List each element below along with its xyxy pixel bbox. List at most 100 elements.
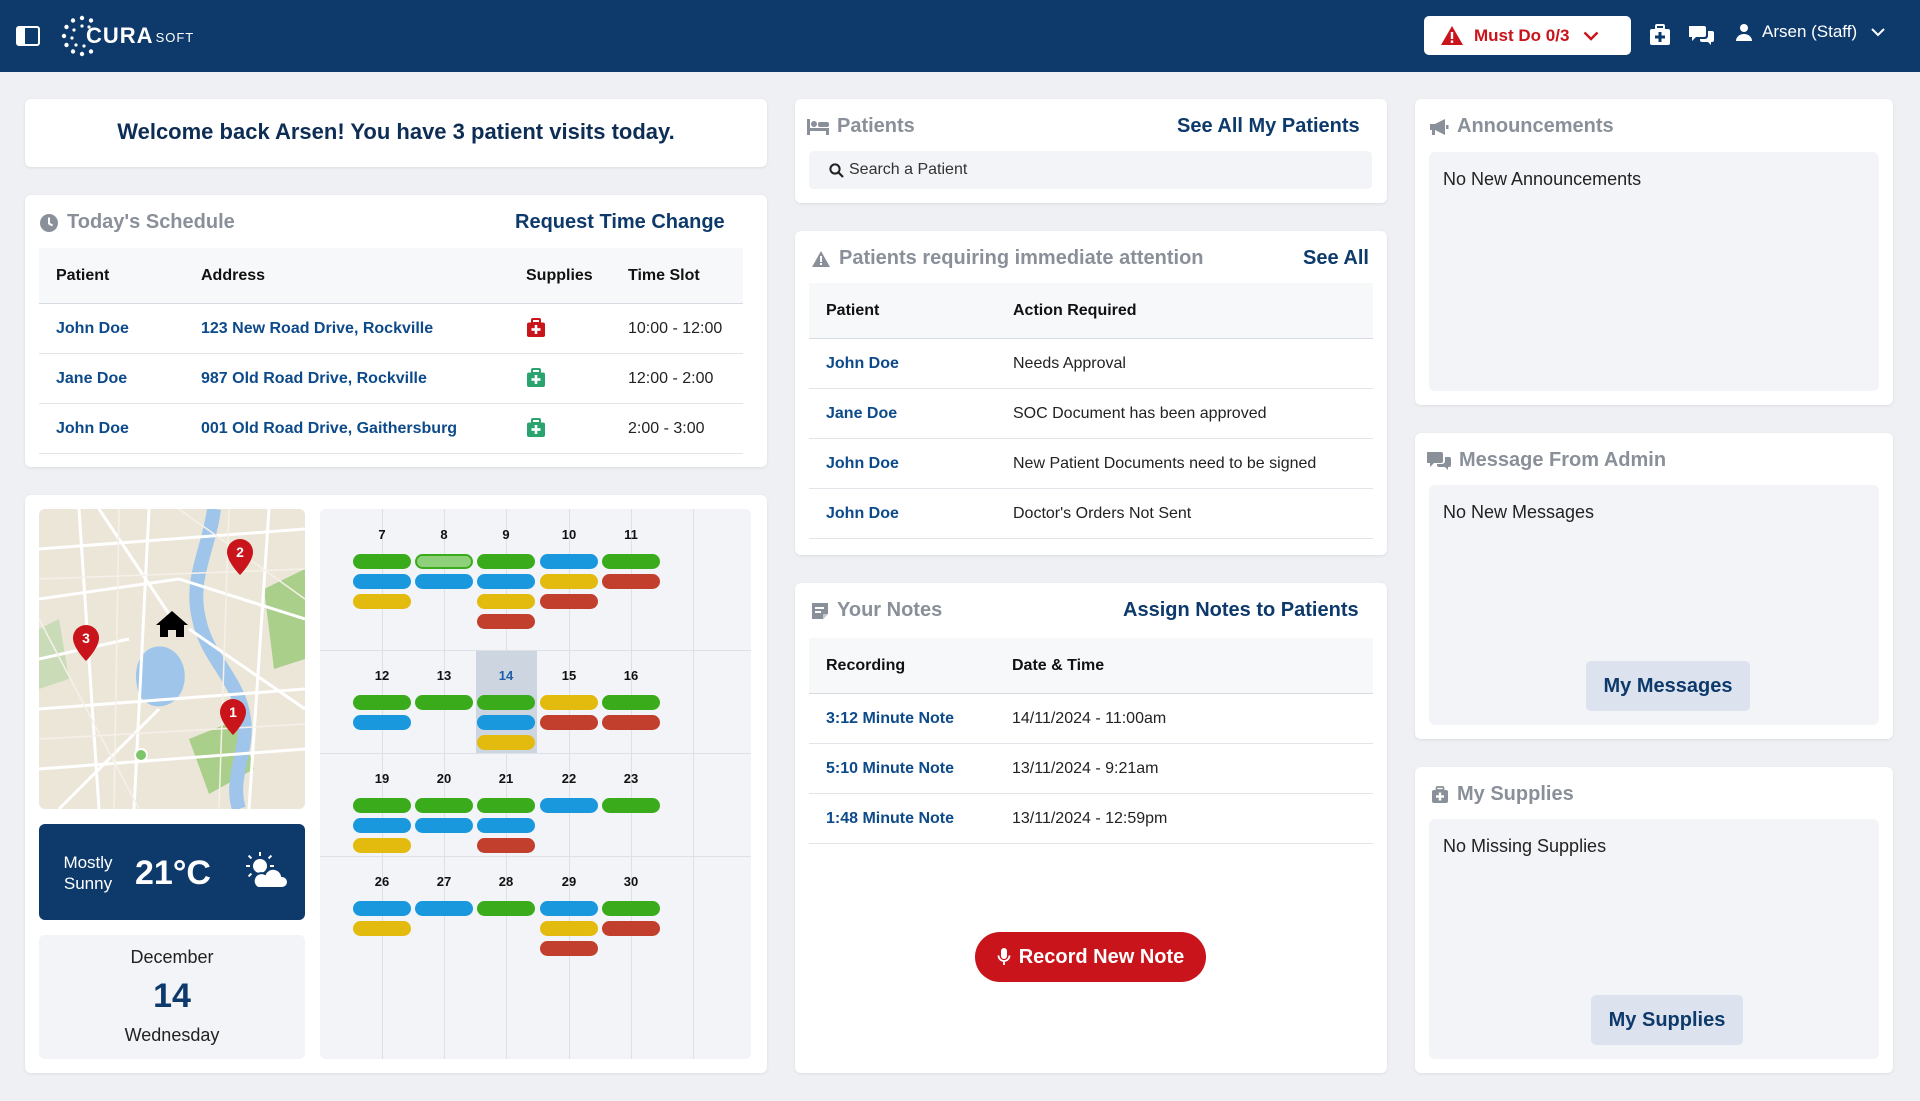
calendar-visit-pill[interactable] [353, 715, 411, 730]
logo[interactable]: CURA SOFT [60, 12, 194, 60]
calendar-visit-pill[interactable] [415, 901, 473, 916]
must-do-dropdown[interactable]: Must Do 0/3 [1424, 16, 1631, 55]
note-recording-link[interactable]: 5:10 Minute Note [826, 760, 955, 777]
calendar-day-label[interactable]: 19 [374, 771, 390, 786]
calendar-visit-pill[interactable] [353, 594, 411, 609]
calendar-day-label[interactable]: 29 [561, 874, 577, 889]
calendar-visit-pill[interactable] [415, 574, 473, 589]
calendar-day-label[interactable]: 30 [623, 874, 639, 889]
calendar-visit-pill[interactable] [477, 735, 535, 750]
patient-link[interactable]: John Doe [826, 355, 899, 372]
calendar-visit-pill[interactable] [415, 818, 473, 833]
calendar-day-label[interactable]: 9 [502, 527, 510, 542]
note-recording-link[interactable]: 1:48 Minute Note [826, 810, 955, 827]
calendar-day-label[interactable]: 16 [623, 668, 639, 683]
route-map[interactable]: 2 3 1 [39, 509, 305, 809]
address-link[interactable]: 123 New Road Drive, Rockville [201, 320, 434, 337]
calendar-day-label[interactable]: 7 [378, 527, 386, 542]
calendar-visit-pill[interactable] [477, 554, 535, 569]
calendar-visit-pill[interactable] [477, 838, 535, 853]
table-row[interactable]: John Doe 001 Old Road Drive, Gaithersbur… [39, 404, 743, 454]
assign-notes-link[interactable]: Assign Notes to Patients [1123, 599, 1359, 621]
patient-link[interactable]: John Doe [56, 420, 129, 437]
my-supplies-button[interactable]: My Supplies [1591, 995, 1743, 1045]
user-menu[interactable]: Arsen (Staff) [1736, 22, 1885, 42]
chat-icon[interactable] [1689, 24, 1715, 46]
my-messages-button[interactable]: My Messages [1586, 661, 1750, 711]
calendar-visit-pill[interactable] [540, 574, 598, 589]
calendar-visit-pill[interactable] [353, 574, 411, 589]
supplies-ok-icon[interactable] [526, 368, 546, 388]
table-row[interactable]: Jane Doe 987 Old Road Drive, Rockville 1… [39, 354, 743, 404]
calendar-visit-pill[interactable] [602, 921, 660, 936]
calendar-visit-pill[interactable] [353, 798, 411, 813]
calendar-visit-pill[interactable] [477, 798, 535, 813]
calendar-day-label[interactable]: 13 [436, 668, 452, 683]
calendar-visit-pill[interactable] [353, 818, 411, 833]
calendar-visit-pill[interactable] [602, 798, 660, 813]
calendar-day-label[interactable]: 23 [623, 771, 639, 786]
calendar-visit-pill[interactable] [540, 941, 598, 956]
calendar-visit-pill[interactable] [540, 554, 598, 569]
calendar-visit-pill[interactable] [353, 901, 411, 916]
request-time-change-link[interactable]: Request Time Change [515, 211, 725, 233]
calendar-visit-pill[interactable] [477, 574, 535, 589]
patient-search-input[interactable]: Search a Patient [809, 151, 1372, 189]
patient-link[interactable]: Jane Doe [56, 370, 128, 387]
table-row[interactable]: John Doe 123 New Road Drive, Rockville 1… [39, 304, 743, 354]
calendar-day-label[interactable]: 8 [440, 527, 448, 542]
calendar-visit-pill[interactable] [353, 921, 411, 936]
address-link[interactable]: 001 Old Road Drive, Gaithersburg [201, 420, 458, 437]
supplies-ok-icon[interactable] [526, 418, 546, 438]
calendar-visit-pill[interactable] [477, 594, 535, 609]
calendar-day-label[interactable]: 26 [374, 874, 390, 889]
patient-link[interactable]: John Doe [826, 455, 899, 472]
table-row[interactable]: John Doe Needs Approval [809, 339, 1373, 389]
calendar-visit-pill[interactable] [602, 574, 660, 589]
patient-link[interactable]: John Doe [826, 505, 899, 522]
calendar-visit-pill[interactable] [540, 901, 598, 916]
calendar-visit-pill[interactable] [415, 695, 473, 710]
table-row[interactable]: 1:48 Minute Note 13/11/2024 - 12:59pm [809, 794, 1373, 844]
calendar-visit-pill[interactable] [540, 921, 598, 936]
calendar-visit-pill[interactable] [477, 695, 535, 710]
calendar-visit-pill[interactable] [602, 715, 660, 730]
patient-link[interactable]: John Doe [56, 320, 129, 337]
calendar-visit-pill[interactable] [602, 554, 660, 569]
supplies-missing-icon[interactable] [526, 318, 546, 338]
table-row[interactable]: 5:10 Minute Note 13/11/2024 - 9:21am [809, 744, 1373, 794]
calendar-visit-pill[interactable] [477, 818, 535, 833]
calendar-visit-pill[interactable] [540, 798, 598, 813]
sidebar-toggle-icon[interactable] [16, 26, 40, 46]
note-recording-link[interactable]: 3:12 Minute Note [826, 710, 955, 727]
calendar-visit-pill[interactable] [415, 554, 473, 569]
calendar-day-label[interactable]: 11 [624, 527, 638, 542]
calendar-visit-pill[interactable] [477, 901, 535, 916]
calendar-day-label[interactable]: 20 [436, 771, 452, 786]
table-row[interactable]: John Doe New Patient Documents need to b… [809, 439, 1373, 489]
patient-link[interactable]: Jane Doe [826, 405, 898, 422]
see-all-my-patients-link[interactable]: See All My Patients [1177, 115, 1360, 137]
calendar-visit-pill[interactable] [353, 695, 411, 710]
calendar-day-label[interactable]: 27 [436, 874, 452, 889]
calendar-day-label[interactable]: 28 [498, 874, 514, 889]
calendar-visit-pill[interactable] [540, 695, 598, 710]
calendar-visit-pill[interactable] [540, 715, 598, 730]
medical-kit-icon[interactable] [1649, 24, 1671, 46]
see-all-attention-link[interactable]: See All [1303, 247, 1369, 269]
calendar-day-label[interactable]: 12 [374, 668, 390, 683]
calendar-visit-pill[interactable] [353, 554, 411, 569]
calendar-visit-pill[interactable] [415, 798, 473, 813]
table-row[interactable]: Jane Doe SOC Document has been approved [809, 389, 1373, 439]
calendar-day-label[interactable]: 21 [498, 771, 514, 786]
calendar-day-label[interactable]: 22 [561, 771, 577, 786]
address-link[interactable]: 987 Old Road Drive, Rockville [201, 370, 427, 387]
calendar-visit-pill[interactable] [602, 695, 660, 710]
calendar-day-label[interactable]: 15 [561, 668, 577, 683]
calendar-visit-pill[interactable] [353, 838, 411, 853]
calendar-visit-pill[interactable] [477, 715, 535, 730]
calendar-day-label[interactable]: 14 [498, 668, 514, 683]
calendar-visit-pill[interactable] [602, 901, 660, 916]
table-row[interactable]: John Doe Doctor's Orders Not Sent [809, 489, 1373, 539]
calendar-visit-pill[interactable] [540, 594, 598, 609]
